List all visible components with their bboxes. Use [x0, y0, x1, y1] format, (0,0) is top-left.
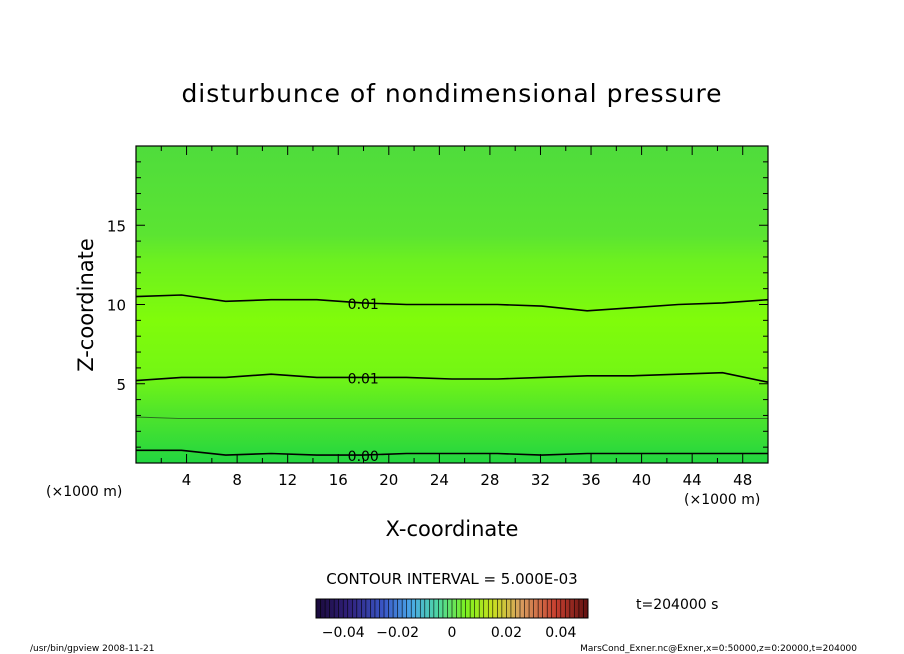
contour-lines: [135, 294, 769, 456]
contour-label: 0.00: [348, 449, 379, 465]
y-axis-ticks: 5 10 15: [107, 161, 768, 448]
colorbar-tick-label: 0: [448, 625, 457, 641]
colorbar-tick-label: −0.02: [376, 625, 419, 641]
colorbar-ticks: −0.04 −0.02 0 0.02 0.04: [322, 625, 577, 641]
x-tick-label: 8: [232, 471, 242, 489]
x-unit-left: (×1000 m): [46, 484, 122, 500]
contour-line: [135, 371, 769, 383]
x-tick-label: 32: [531, 471, 550, 489]
x-tick-label: 40: [632, 471, 651, 489]
x-tick-label: 4: [182, 471, 192, 489]
y-tick-label: 10: [107, 297, 126, 315]
x-tick-label: 24: [430, 471, 449, 489]
y-tick-label: 5: [116, 376, 126, 394]
contour-label: 0.01: [348, 371, 379, 387]
x-tick-label: 28: [480, 471, 499, 489]
time-label: t=204000 s: [636, 597, 718, 613]
contour-interval: CONTOUR INTERVAL = 5.000E-03: [326, 570, 577, 588]
contour-line: [136, 449, 768, 456]
x-tick-label: 16: [329, 471, 348, 489]
x-tick-label: 48: [733, 471, 752, 489]
x-unit-right: (×1000 m): [684, 492, 760, 508]
y-axis-label: Z-coordinate: [74, 238, 98, 372]
chart-title: disturbunce of nondimensional pressure: [181, 79, 722, 108]
colorbar-tick-label: 0.04: [545, 625, 576, 641]
footer-right: MarsCond_Exner.nc@Exner,x=0:50000,z=0:20…: [580, 644, 857, 654]
colorbar-tick-label: 0.02: [491, 625, 522, 641]
x-tick-label: 44: [683, 471, 702, 489]
x-tick-label: 12: [278, 471, 297, 489]
x-tick-label: 20: [379, 471, 398, 489]
colorbar-divisions: [320, 599, 584, 618]
contour-label: 0.01: [348, 297, 379, 313]
x-axis-label: X-coordinate: [386, 517, 519, 541]
thin-contour-line: [135, 416, 768, 420]
colorbar-tick-label: −0.04: [322, 625, 365, 641]
x-axis-ticks: 4 8 12 16 20 24 28 32 36 40 44 48: [160, 146, 752, 489]
footer-left: /usr/bin/gpview 2008-11-21: [30, 644, 154, 654]
contour-labels: 0.01 0.01 0.00: [348, 297, 379, 465]
y-tick-label: 15: [107, 217, 126, 235]
contour-line: [135, 294, 769, 312]
x-tick-label: 36: [581, 471, 600, 489]
